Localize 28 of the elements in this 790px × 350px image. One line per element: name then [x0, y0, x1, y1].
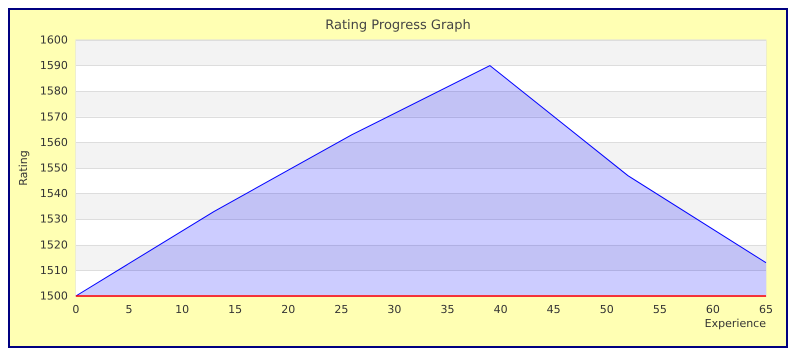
x-tick-label: 20 [281, 303, 296, 316]
x-tick-label: 50 [600, 303, 614, 316]
x-tick-label: 45 [546, 303, 561, 316]
x-tick-label: 25 [334, 303, 348, 316]
y-tick-label: 1560 [40, 136, 68, 149]
x-tick-label: 10 [175, 303, 190, 316]
y-tick-label: 1550 [40, 162, 68, 174]
x-axis-title: Experience [704, 317, 766, 330]
x-tick-label: 35 [440, 303, 454, 316]
chart-title: Rating Progress Graph [325, 18, 471, 33]
x-tick-label: 55 [652, 303, 667, 316]
y-tick-label: 1530 [40, 212, 68, 226]
x-tick-label: 0 [72, 303, 80, 316]
y-tick-label: 1600 [40, 34, 68, 46]
x-tick-label: 5 [125, 303, 132, 316]
y-tick-label: 1500 [40, 290, 68, 302]
y-axis-title: Rating [17, 150, 30, 186]
x-tick-label: 15 [228, 303, 242, 316]
y-tick-label: 1570 [40, 110, 68, 124]
x-tick-label: 65 [759, 303, 773, 316]
y-tick-label: 1580 [40, 84, 68, 98]
y-tick-label: 1510 [40, 264, 68, 277]
y-tick-label: 1520 [40, 238, 68, 252]
x-tick-label: 30 [387, 303, 402, 316]
x-tick-label: 40 [494, 303, 508, 316]
y-tick-label: 1540 [40, 187, 68, 200]
y-tick-label: 1590 [40, 59, 68, 72]
x-tick-label: 60 [706, 303, 720, 316]
